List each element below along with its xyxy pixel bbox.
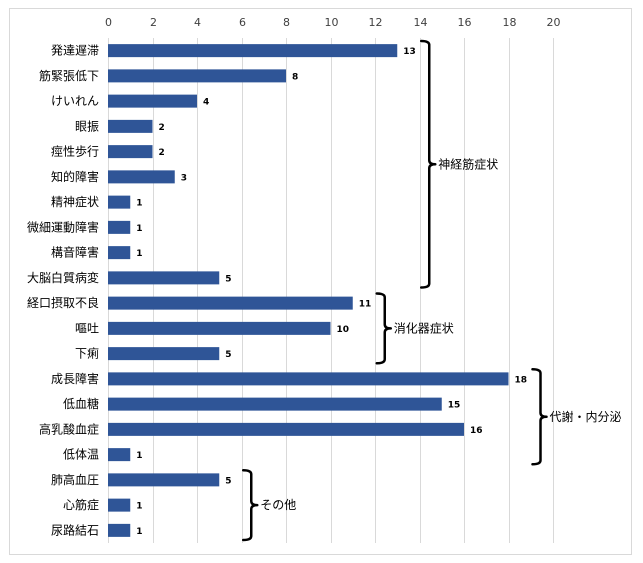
data-label: 1 xyxy=(136,249,142,259)
category-label: 眼振 xyxy=(75,119,99,133)
x-tick-label: 14 xyxy=(414,16,428,29)
category-labels: 発達遅滞筋緊張低下けいれん眼振痙性歩行知的障害精神症状微細運動障害構音障害大脳白… xyxy=(27,44,99,538)
group-label: 代謝・内分泌 xyxy=(550,409,622,424)
category-label: 低血糖 xyxy=(63,396,99,411)
bar xyxy=(108,473,220,487)
bar xyxy=(108,296,353,310)
bar xyxy=(108,145,153,159)
x-tick-label: 18 xyxy=(503,16,517,29)
category-label: 発達遅滞 xyxy=(51,44,99,58)
category-label: 精神症状 xyxy=(51,194,99,209)
category-label: 下痢 xyxy=(75,346,99,361)
x-tick-label: 6 xyxy=(239,16,246,29)
x-tick-label: 0 xyxy=(105,16,112,29)
bar xyxy=(108,372,509,386)
data-label: 1 xyxy=(136,527,142,537)
x-tick-label: 20 xyxy=(547,16,561,29)
bar xyxy=(108,69,286,83)
group-label: その他 xyxy=(260,498,296,512)
category-label: 肺高血圧 xyxy=(51,472,99,487)
data-label: 2 xyxy=(159,148,165,158)
category-label: 心筋症 xyxy=(63,497,99,512)
bar xyxy=(108,119,153,133)
x-tick-label: 2 xyxy=(150,16,157,29)
bar xyxy=(108,422,464,436)
category-label: 構音障害 xyxy=(51,245,99,260)
x-tick-label: 12 xyxy=(369,16,383,29)
data-label: 10 xyxy=(337,325,350,335)
bar xyxy=(108,271,220,285)
data-label: 1 xyxy=(136,451,142,461)
group-brace xyxy=(242,469,259,542)
bar xyxy=(108,448,131,462)
bar xyxy=(108,195,131,209)
data-label: 1 xyxy=(136,224,142,234)
category-label: 筋緊張低下 xyxy=(39,68,99,83)
gridlines xyxy=(108,38,554,543)
category-label: けいれん xyxy=(51,94,99,108)
category-label: 知的障害 xyxy=(51,169,99,184)
data-label: 16 xyxy=(470,426,483,436)
bar xyxy=(108,246,131,260)
data-label: 5 xyxy=(225,350,231,360)
category-label: 低体温 xyxy=(63,448,99,462)
group-brace xyxy=(375,292,392,365)
bar xyxy=(108,94,197,108)
chart-frame xyxy=(9,8,632,555)
category-label: 経口摂取不良 xyxy=(27,295,99,310)
bar xyxy=(108,220,131,234)
group-label: 消化器症状 xyxy=(394,320,454,335)
data-label: 11 xyxy=(359,300,372,310)
data-label: 1 xyxy=(136,502,142,512)
data-label: 1 xyxy=(136,199,142,209)
x-axis-ticks: 0 2 4 6 8 10 12 14 16 18 20 xyxy=(105,16,561,29)
x-tick-label: 4 xyxy=(194,16,201,29)
category-label: 大脳白質病変 xyxy=(27,270,99,285)
data-label: 18 xyxy=(515,375,528,385)
category-label: 痙性歩行 xyxy=(51,144,99,159)
data-label: 5 xyxy=(225,274,231,284)
bar xyxy=(108,321,331,335)
category-label: 高乳酸血症 xyxy=(39,421,99,436)
group-brace xyxy=(420,39,437,289)
data-label: 15 xyxy=(448,401,461,411)
data-label: 8 xyxy=(292,72,298,82)
data-label: 2 xyxy=(159,123,165,133)
bar xyxy=(108,44,398,58)
data-label: 4 xyxy=(203,98,209,108)
bars xyxy=(108,44,509,537)
x-tick-label: 10 xyxy=(325,16,339,29)
data-label: 13 xyxy=(403,47,416,57)
category-label: 微細運動障害 xyxy=(27,219,99,234)
data-label: 3 xyxy=(181,173,187,183)
category-label: 尿路結石 xyxy=(51,522,99,537)
bar xyxy=(108,347,220,361)
bar xyxy=(108,170,175,184)
bar xyxy=(108,523,131,537)
group-brace xyxy=(531,368,548,466)
category-label: 成長障害 xyxy=(51,371,99,386)
bar xyxy=(108,397,442,411)
x-tick-label: 16 xyxy=(458,16,472,29)
category-label: 嘔吐 xyxy=(75,321,99,335)
bar xyxy=(108,498,131,512)
group-label: 神経筋症状 xyxy=(438,156,498,171)
x-tick-label: 8 xyxy=(283,16,290,29)
data-label: 5 xyxy=(225,476,231,486)
